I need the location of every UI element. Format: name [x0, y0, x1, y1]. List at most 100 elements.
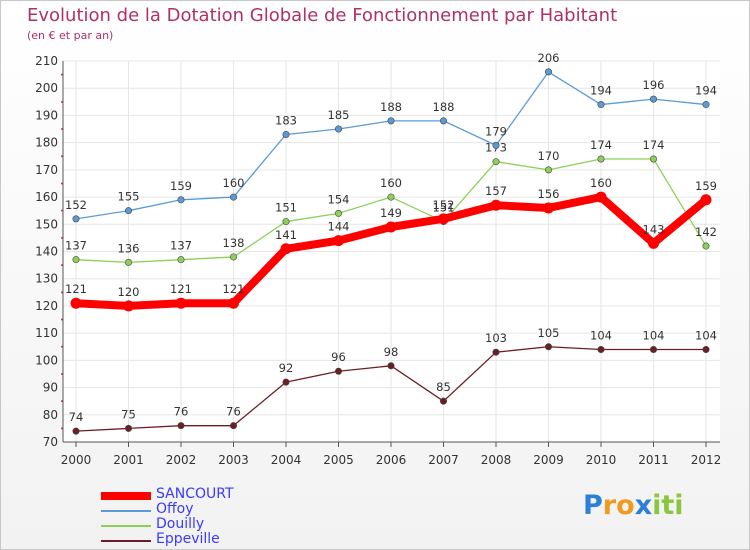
data-point-offoy	[597, 101, 605, 109]
y-tick-label: 150	[35, 217, 58, 231]
data-label-sancourt: 159	[695, 179, 717, 193]
data-label-eppeville: 92	[279, 361, 294, 375]
data-label-douilly: 151	[433, 201, 455, 215]
x-tick-label: 2000	[61, 453, 92, 467]
data-label-douilly: 137	[170, 239, 192, 253]
data-point-eppeville	[702, 345, 710, 353]
data-point-offoy	[492, 141, 500, 149]
data-label-offoy: 152	[65, 198, 87, 212]
data-point-eppeville	[597, 345, 605, 353]
data-label-offoy: 194	[695, 84, 717, 98]
x-tick-label: 2006	[376, 453, 407, 467]
y-tick-label: 190	[35, 108, 58, 122]
data-point-sancourt	[543, 202, 554, 214]
data-label-offoy: 194	[590, 84, 612, 98]
data-label-offoy: 188	[433, 100, 455, 114]
y-tick-label: 180	[35, 136, 58, 150]
data-label-offoy: 206	[538, 51, 560, 65]
x-tick-label: 2008	[481, 453, 512, 467]
logo-letter: r	[602, 490, 617, 521]
data-label-douilly: 174	[590, 138, 612, 152]
data-label-sancourt: 141	[275, 228, 297, 242]
data-label-offoy: 183	[275, 113, 297, 127]
data-label-sancourt: 121	[223, 282, 245, 296]
data-point-eppeville	[282, 378, 290, 386]
data-point-douilly	[230, 253, 238, 261]
data-label-eppeville: 103	[485, 331, 507, 345]
data-label-eppeville: 75	[121, 407, 136, 421]
data-point-eppeville	[334, 367, 342, 375]
y-tick-label: 80	[43, 408, 58, 422]
data-label-eppeville: 74	[69, 410, 84, 424]
data-point-eppeville	[649, 345, 657, 353]
logo-letter: i	[652, 490, 662, 521]
data-label-douilly: 138	[223, 236, 245, 250]
data-label-offoy: 155	[118, 190, 140, 204]
data-point-eppeville	[439, 397, 447, 405]
data-point-sancourt	[123, 300, 134, 312]
legend-label-douilly: Douilly	[156, 516, 205, 532]
chart-subtitle: (en € et par an)	[27, 29, 114, 42]
data-point-offoy	[125, 207, 133, 215]
x-tick-label: 2010	[586, 453, 617, 467]
data-label-sancourt: 149	[380, 206, 402, 220]
data-point-offoy	[282, 130, 290, 138]
data-label-eppeville: 104	[643, 328, 665, 342]
data-label-sancourt: 144	[328, 220, 350, 234]
data-label-offoy: 188	[380, 100, 402, 114]
data-label-eppeville: 76	[226, 405, 241, 419]
y-tick-label: 160	[35, 190, 58, 204]
data-point-eppeville	[544, 343, 552, 351]
logo-letter: P	[583, 490, 603, 521]
data-label-eppeville: 104	[695, 328, 717, 342]
logo-letter: x	[634, 490, 653, 521]
data-point-sancourt	[333, 235, 344, 247]
data-point-sancourt	[175, 297, 187, 309]
legend-label-eppeville: Eppeville	[156, 531, 220, 547]
legend-label-offoy: Offoy	[156, 501, 194, 517]
data-label-offoy: 160	[223, 176, 245, 190]
data-point-eppeville	[492, 348, 500, 356]
data-label-douilly: 137	[65, 239, 87, 253]
data-point-offoy	[72, 215, 80, 223]
legend-swatch-offoy	[101, 510, 151, 512]
data-point-eppeville	[230, 422, 238, 430]
x-tick-label: 2004	[271, 453, 302, 467]
legend-swatch-sancourt	[101, 492, 151, 500]
data-point-douilly	[72, 256, 80, 264]
data-label-sancourt: 120	[118, 285, 140, 299]
data-point-offoy	[387, 117, 395, 125]
data-label-douilly: 142	[695, 225, 717, 239]
data-label-eppeville: 85	[436, 380, 451, 394]
data-point-douilly	[649, 155, 657, 163]
y-tick-label: 210	[35, 54, 58, 68]
y-tick-label: 90	[43, 381, 58, 395]
y-tick-label: 100	[35, 353, 58, 367]
data-point-sancourt	[438, 213, 449, 225]
data-point-sancourt	[700, 194, 712, 206]
data-point-offoy	[544, 68, 552, 76]
data-label-douilly: 174	[643, 138, 665, 152]
data-label-offoy: 196	[643, 78, 665, 92]
data-point-sancourt	[490, 199, 502, 211]
data-point-douilly	[597, 155, 605, 163]
chart-title: Evolution de la Dotation Globale de Fonc…	[27, 5, 618, 26]
y-tick-label: 130	[35, 272, 58, 286]
data-label-eppeville: 96	[331, 350, 346, 364]
data-label-offoy: 185	[328, 108, 350, 122]
data-label-douilly: 154	[328, 192, 350, 206]
proxiti-logo: Proxiti	[583, 490, 684, 521]
x-tick-label: 2007	[428, 453, 459, 467]
data-label-sancourt: 143	[643, 222, 665, 236]
data-label-eppeville: 76	[174, 405, 189, 419]
data-point-offoy	[334, 125, 342, 133]
data-point-offoy	[177, 196, 185, 204]
data-point-eppeville	[177, 422, 185, 430]
y-tick-label: 120	[35, 299, 58, 313]
data-point-douilly	[544, 166, 552, 174]
data-label-douilly: 151	[275, 201, 297, 215]
data-point-douilly	[702, 242, 710, 250]
x-tick-label: 2002	[166, 453, 197, 467]
